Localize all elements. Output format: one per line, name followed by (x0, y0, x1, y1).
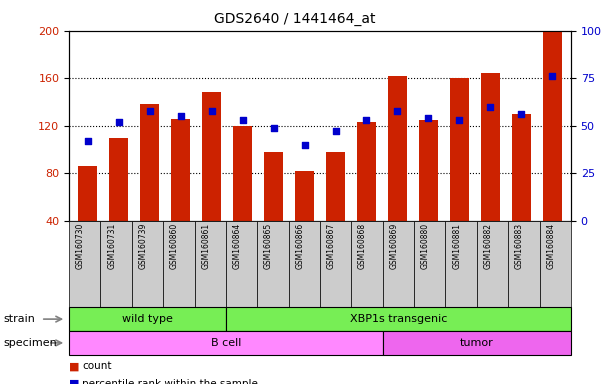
Text: strain: strain (3, 314, 35, 324)
Text: XBP1s transgenic: XBP1s transgenic (350, 314, 447, 324)
Text: percentile rank within the sample: percentile rank within the sample (82, 379, 258, 384)
Text: GSM160880: GSM160880 (421, 223, 430, 269)
Text: GSM160861: GSM160861 (201, 223, 210, 269)
Bar (450, 78, 469, 221)
Point (207, 108, 216, 114)
Text: GSM160882: GSM160882 (484, 223, 493, 269)
Text: GSM160860: GSM160860 (170, 223, 179, 269)
Point (454, 117, 464, 123)
Bar (264, 152, 283, 221)
Point (176, 113, 186, 119)
Point (362, 117, 371, 123)
Text: GSM160731: GSM160731 (107, 223, 116, 269)
Bar (512, 114, 531, 221)
Text: ■: ■ (69, 379, 79, 384)
Text: GSM160869: GSM160869 (389, 223, 398, 269)
Bar (233, 126, 252, 221)
Bar (203, 93, 221, 221)
Point (331, 128, 340, 134)
Bar (326, 152, 345, 221)
Text: GSM160881: GSM160881 (452, 223, 461, 269)
Text: specimen: specimen (3, 338, 56, 348)
Text: GSM160867: GSM160867 (327, 223, 336, 269)
Text: GSM160739: GSM160739 (138, 223, 147, 269)
Point (238, 117, 248, 123)
Bar (481, 73, 499, 221)
Point (517, 111, 526, 118)
Point (83, 138, 93, 144)
Text: tumor: tumor (460, 338, 494, 348)
Point (269, 124, 278, 131)
Point (300, 142, 310, 148)
Point (424, 115, 433, 121)
Bar (357, 122, 376, 221)
Text: GSM160868: GSM160868 (358, 223, 367, 269)
Bar (141, 104, 159, 221)
Point (114, 119, 123, 125)
Text: GSM160865: GSM160865 (264, 223, 273, 269)
Bar (109, 137, 128, 221)
Bar (419, 120, 438, 221)
Text: GSM160730: GSM160730 (76, 223, 85, 269)
Point (145, 108, 154, 114)
Bar (171, 119, 190, 221)
Bar (295, 171, 314, 221)
Point (486, 104, 495, 110)
Bar (78, 166, 97, 221)
Text: count: count (82, 361, 112, 371)
Text: wild type: wild type (122, 314, 173, 324)
Text: ■: ■ (69, 361, 79, 371)
Point (392, 108, 402, 114)
Text: GSM160866: GSM160866 (295, 223, 304, 269)
Text: GSM160884: GSM160884 (546, 223, 555, 269)
Text: GSM160864: GSM160864 (233, 223, 242, 269)
Bar (388, 76, 407, 221)
Text: B cell: B cell (211, 338, 241, 348)
Text: GDS2640 / 1441464_at: GDS2640 / 1441464_at (214, 12, 376, 25)
Text: GSM160883: GSM160883 (515, 223, 524, 269)
Bar (543, 0, 562, 221)
Point (548, 73, 557, 79)
